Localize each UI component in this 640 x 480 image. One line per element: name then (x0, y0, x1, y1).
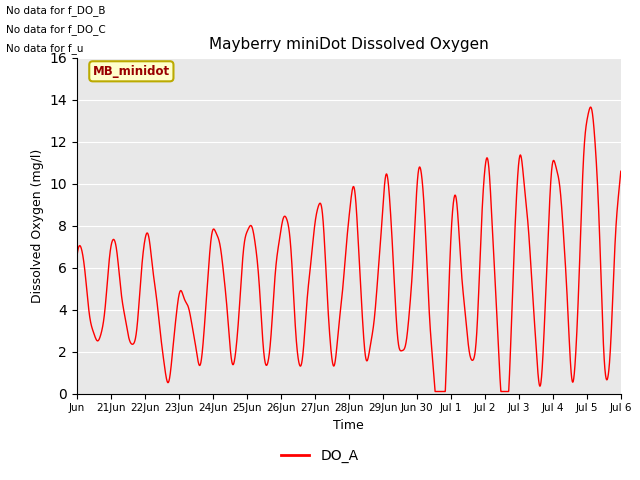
Legend: DO_A: DO_A (276, 443, 364, 468)
X-axis label: Time: Time (333, 419, 364, 432)
Text: No data for f_DO_C: No data for f_DO_C (6, 24, 106, 35)
Text: No data for f_DO_B: No data for f_DO_B (6, 5, 106, 16)
Y-axis label: Dissolved Oxygen (mg/l): Dissolved Oxygen (mg/l) (31, 148, 44, 303)
Text: No data for f_u: No data for f_u (6, 43, 84, 54)
Title: Mayberry miniDot Dissolved Oxygen: Mayberry miniDot Dissolved Oxygen (209, 37, 489, 52)
Text: MB_minidot: MB_minidot (93, 65, 170, 78)
